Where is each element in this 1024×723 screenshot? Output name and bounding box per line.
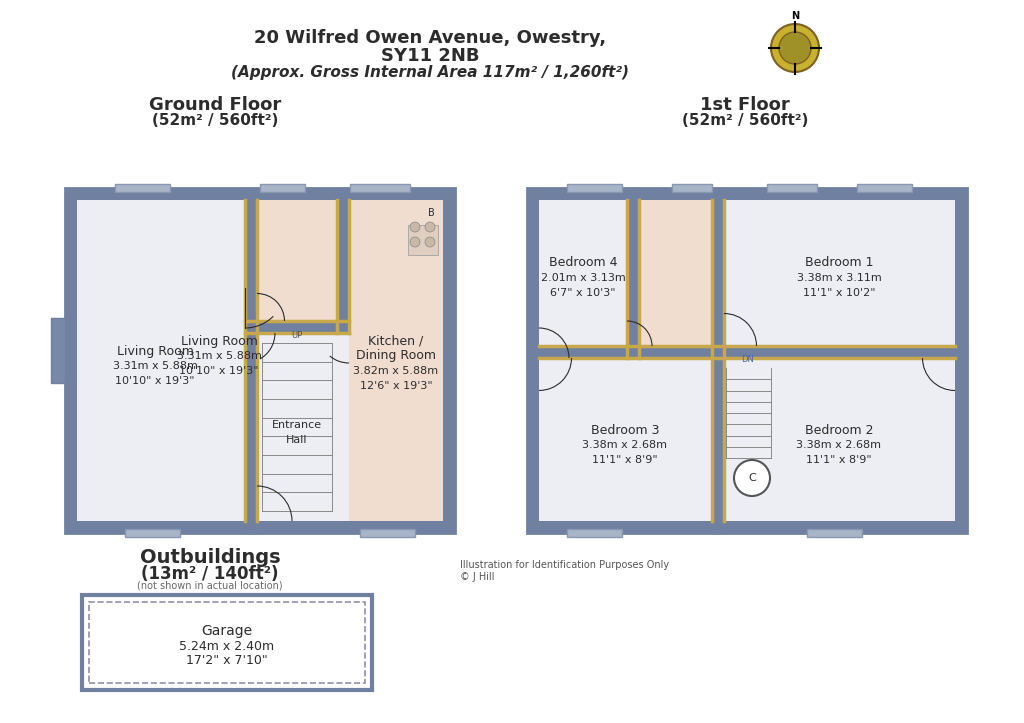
- Bar: [639, 200, 712, 346]
- Text: Outbuildings: Outbuildings: [139, 548, 281, 567]
- Bar: [672, 184, 712, 192]
- Bar: [115, 184, 170, 192]
- Text: (52m² / 560ft²): (52m² / 560ft²): [152, 113, 279, 128]
- Text: DN: DN: [741, 356, 755, 364]
- Bar: [724, 358, 955, 521]
- Bar: [539, 200, 955, 521]
- Circle shape: [771, 24, 819, 72]
- Text: 6'7" x 10'3": 6'7" x 10'3": [550, 288, 615, 298]
- Text: Bedroom 3: Bedroom 3: [591, 424, 659, 437]
- Bar: [350, 184, 410, 192]
- Text: B: B: [428, 208, 435, 218]
- Bar: [567, 529, 622, 537]
- Bar: [51, 318, 65, 383]
- Text: 3.31m x 5.88m: 3.31m x 5.88m: [176, 351, 261, 361]
- Text: Ground Floor: Ground Floor: [148, 96, 282, 114]
- Text: Living Room: Living Room: [117, 344, 194, 357]
- Bar: [408, 225, 438, 255]
- Text: Garage: Garage: [202, 624, 253, 638]
- Text: Illustration for Identification Purposes Only: Illustration for Identification Purposes…: [460, 560, 669, 570]
- Text: Bedroom 1: Bedroom 1: [805, 257, 873, 270]
- Circle shape: [425, 222, 435, 232]
- Text: © J Hill: © J Hill: [460, 572, 495, 582]
- Text: 1st Floor: 1st Floor: [700, 96, 790, 114]
- Circle shape: [410, 237, 420, 247]
- Bar: [337, 188, 349, 333]
- Bar: [82, 595, 372, 690]
- Bar: [807, 529, 862, 537]
- Bar: [260, 184, 305, 192]
- Bar: [539, 358, 712, 521]
- Text: (not shown in actual location): (not shown in actual location): [137, 580, 283, 590]
- Text: 3.31m x 5.88m: 3.31m x 5.88m: [113, 361, 198, 371]
- Text: Bedroom 4: Bedroom 4: [549, 257, 617, 270]
- Text: 11'1" x 10'2": 11'1" x 10'2": [803, 288, 876, 298]
- Bar: [349, 200, 443, 521]
- Bar: [767, 184, 817, 192]
- Text: 11'1" x 8'9": 11'1" x 8'9": [806, 455, 871, 465]
- Text: (Approx. Gross Internal Area 117m² / 1,260ft²): (Approx. Gross Internal Area 117m² / 1,2…: [231, 65, 629, 80]
- Text: Hall: Hall: [287, 435, 308, 445]
- Bar: [245, 321, 349, 333]
- Bar: [527, 346, 967, 358]
- Text: 10'10" x 19'3": 10'10" x 19'3": [179, 366, 259, 376]
- Text: Bedroom 2: Bedroom 2: [805, 424, 873, 437]
- Bar: [65, 188, 455, 533]
- Text: Dining Room: Dining Room: [356, 349, 436, 362]
- Text: C: C: [749, 473, 756, 483]
- Text: Living Room: Living Room: [180, 335, 257, 348]
- Text: Kitchen /: Kitchen /: [369, 335, 424, 348]
- Bar: [125, 529, 180, 537]
- Text: (13m² / 140ft²): (13m² / 140ft²): [141, 565, 279, 583]
- Bar: [257, 333, 337, 521]
- Text: 3.38m x 3.11m: 3.38m x 3.11m: [797, 273, 882, 283]
- Text: 2.01m x 3.13m: 2.01m x 3.13m: [541, 273, 626, 283]
- Text: 10'10" x 19'3": 10'10" x 19'3": [116, 376, 195, 386]
- Circle shape: [779, 32, 811, 64]
- Bar: [627, 188, 639, 358]
- Circle shape: [425, 237, 435, 247]
- Text: 5.24m x 2.40m: 5.24m x 2.40m: [179, 640, 274, 652]
- Circle shape: [410, 222, 420, 232]
- Bar: [257, 200, 337, 321]
- Text: N: N: [791, 11, 799, 21]
- Text: 3.38m x 2.68m: 3.38m x 2.68m: [797, 440, 882, 450]
- Text: 17'2" x 7'10": 17'2" x 7'10": [186, 654, 268, 667]
- Text: Entrance: Entrance: [272, 420, 323, 430]
- Bar: [539, 200, 627, 346]
- Text: 20 Wilfred Owen Avenue, Owestry,: 20 Wilfred Owen Avenue, Owestry,: [254, 29, 606, 47]
- Text: 11'1" x 8'9": 11'1" x 8'9": [592, 455, 657, 465]
- Bar: [245, 188, 257, 533]
- Bar: [77, 200, 443, 521]
- Text: (52m² / 560ft²): (52m² / 560ft²): [682, 113, 808, 128]
- Text: 12'6" x 19'3": 12'6" x 19'3": [359, 381, 432, 391]
- Bar: [567, 184, 622, 192]
- Text: SY11 2NB: SY11 2NB: [381, 47, 479, 65]
- Text: 3.82m x 5.88m: 3.82m x 5.88m: [353, 366, 438, 376]
- Bar: [712, 188, 724, 533]
- Text: 3.38m x 2.68m: 3.38m x 2.68m: [583, 440, 668, 450]
- Bar: [360, 529, 415, 537]
- Bar: [857, 184, 912, 192]
- Bar: [724, 200, 955, 346]
- Text: UP: UP: [292, 330, 303, 340]
- Circle shape: [734, 460, 770, 496]
- Bar: [527, 188, 967, 533]
- Bar: [89, 602, 365, 683]
